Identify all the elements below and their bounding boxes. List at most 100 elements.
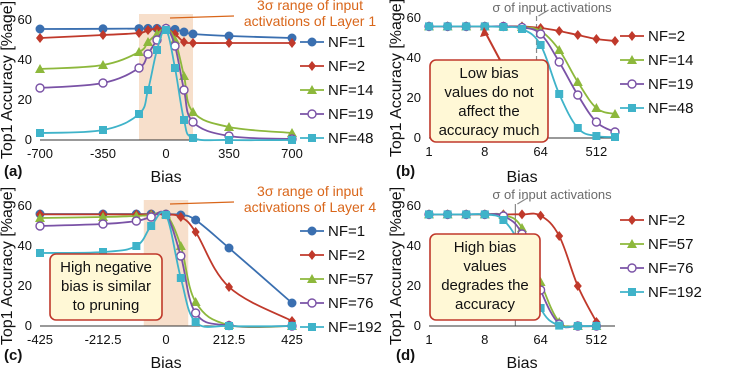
x-tick-label: 1	[425, 144, 432, 159]
data-point	[591, 103, 602, 112]
sigma-annotation: σ of input activations	[492, 0, 612, 15]
callout-box	[49, 253, 163, 321]
data-point	[98, 60, 108, 69]
data-point	[135, 110, 143, 118]
data-point	[36, 129, 44, 137]
x-tick-label: 512	[586, 144, 608, 159]
y-tick-label: 60	[18, 198, 32, 213]
y-tick-label: 0	[25, 318, 32, 333]
y-axis-title: Top1 Accuracy [%age]	[388, 187, 405, 345]
y-axis-title: Top1 Accuracy [%age]	[0, 1, 16, 159]
legend-label: NF=192	[328, 319, 382, 336]
callout-text-line: High negative	[60, 259, 152, 276]
data-point	[224, 122, 234, 131]
x-tick-label: -350	[90, 146, 116, 161]
legend-swatch-marker	[628, 31, 636, 41]
data-point	[144, 25, 152, 35]
annotation-arrow	[169, 15, 235, 19]
callout-text-line: accuracy much	[439, 122, 540, 139]
data-point	[573, 30, 582, 40]
legend-swatch-marker	[307, 85, 317, 94]
callout-text-line: to pruning	[73, 297, 140, 314]
data-point	[134, 47, 144, 56]
x-axis-title: Bias	[506, 169, 537, 186]
data-point	[35, 64, 45, 73]
panel-label: (d)	[396, 347, 415, 364]
legend-label: NF=192	[648, 284, 702, 301]
x-tick-label: 350	[218, 146, 240, 161]
y-tick-label: 60	[407, 10, 421, 25]
sigma-arrow	[538, 9, 549, 17]
legend-label: NF=2	[328, 58, 365, 75]
series-line-NF=192	[428, 213, 597, 329]
x-tick-label: 1	[425, 332, 432, 347]
data-point	[179, 85, 189, 95]
x-tick-label: -700	[27, 146, 53, 161]
y-tick-label: 60	[18, 12, 32, 27]
legend-swatch-marker	[307, 37, 317, 47]
data-point	[554, 45, 565, 54]
data-point	[99, 248, 107, 256]
legend-swatch-marker	[627, 55, 637, 64]
data-point	[98, 212, 108, 221]
data-point	[171, 64, 179, 72]
data-point	[573, 90, 583, 100]
data-point	[147, 222, 156, 230]
data-point	[176, 212, 185, 222]
data-point	[288, 322, 296, 330]
data-point	[131, 216, 142, 226]
legend-swatch-marker	[307, 298, 317, 308]
x-axis-title: Bias	[150, 355, 181, 372]
callout-text-line: degrades the	[441, 277, 529, 294]
data-point	[225, 322, 233, 330]
legend-swatch-marker	[307, 274, 317, 283]
sigma-annotation: σ of input activations	[492, 187, 612, 202]
legend-label: NF=2	[648, 28, 685, 45]
panel-label: (b)	[396, 163, 415, 180]
data-point	[35, 213, 45, 222]
callout-text-line: values	[463, 258, 506, 275]
data-point	[162, 211, 170, 219]
callout-text-line: accuracy	[455, 296, 516, 313]
legend-label: NF=19	[648, 76, 693, 93]
data-point	[98, 219, 108, 229]
y-tick-label: 20	[407, 90, 421, 105]
data-point	[462, 22, 471, 31]
annotation-line1: 3σ range of input	[257, 183, 363, 199]
data-point	[425, 210, 433, 219]
data-point	[189, 134, 197, 142]
data-point	[170, 35, 180, 44]
data-point	[188, 29, 198, 39]
callout-pointer-head	[480, 27, 489, 37]
data-point	[143, 37, 153, 46]
data-point	[554, 57, 564, 67]
legend-label: NF=57	[328, 271, 373, 288]
data-point	[592, 34, 601, 44]
chart-panel-1: 0 20 40 60 -700 -350 0 350 700 Bias Top1 Accuracy …	[0, 0, 376, 186]
y-tick-label: 40	[18, 52, 32, 67]
annotation-line2: activations of Layer 4	[244, 199, 377, 215]
legend-swatch-marker	[307, 109, 317, 119]
data-point	[480, 210, 489, 219]
data-point	[555, 321, 564, 330]
legend-label: NF=1	[328, 223, 365, 240]
data-point	[573, 124, 582, 132]
data-point	[176, 251, 186, 261]
data-point	[480, 22, 489, 31]
chart-panel-2: 0 20 40 60 1 8 64 512 Bias Top1 Accuracy [%age] (b…	[388, 0, 693, 186]
callout-text-line: High bias	[454, 239, 517, 256]
data-point	[188, 107, 198, 116]
data-point	[555, 26, 564, 36]
data-point	[225, 136, 233, 144]
annotation-arrow	[169, 201, 235, 205]
x-tick-label: 0	[162, 146, 169, 161]
legend-label: NF=19	[328, 106, 373, 123]
data-point	[499, 216, 508, 224]
data-point	[555, 231, 564, 241]
legend-label: NF=2	[648, 212, 685, 229]
legend-swatch-marker	[307, 226, 317, 236]
panel-label: (a)	[4, 163, 22, 180]
y-tick-label: 20	[407, 278, 421, 293]
legend-swatch-marker	[628, 215, 636, 225]
